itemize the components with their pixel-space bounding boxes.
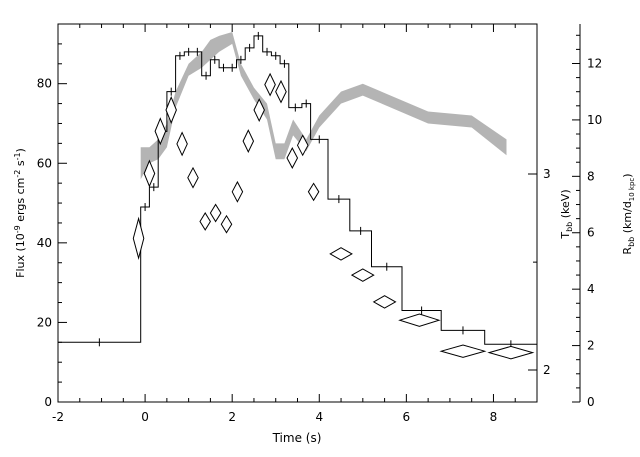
radius-point: [286, 147, 299, 169]
radius-point: [165, 95, 177, 125]
flux-tick-label: 60: [37, 156, 52, 170]
flux-axis: 0 20 40 60 80: [37, 43, 67, 409]
radius-point: [231, 180, 244, 203]
x-tick-label: 4: [315, 410, 323, 424]
x-tick-label: 6: [403, 410, 411, 424]
flux-tick-label: 40: [37, 236, 52, 250]
radius-point: [307, 182, 320, 202]
radius-point: [296, 134, 309, 157]
radius-point: [154, 117, 167, 146]
radius-tick-label: 0: [587, 395, 595, 409]
radius-point: [187, 166, 199, 189]
radius-tick-label: 8: [587, 169, 595, 183]
radius-point: [176, 131, 188, 157]
temperature-axis: 23: [528, 167, 551, 377]
x-axis-label: Time (s): [272, 431, 322, 445]
radius-point: [372, 295, 397, 309]
radius-axis-label: Rbb (km/d10 kpc): [621, 173, 636, 254]
x-axis: -2 0 2 4 6 8: [52, 24, 538, 424]
flux-series-layer: [58, 31, 537, 349]
radius-tick-label: 4: [587, 282, 595, 296]
x-tick-label: -2: [52, 410, 64, 424]
temperature-axis-label: Tbb (keV): [559, 189, 574, 239]
flux-tick-label: 80: [37, 77, 52, 91]
x-tick-label: 8: [490, 410, 498, 424]
radius-tick-label: 12: [587, 56, 602, 70]
radius-point: [220, 214, 233, 234]
radius-points-layer: [132, 72, 535, 360]
temperature-tick-label: 3: [543, 167, 551, 181]
x-tick-label: 0: [141, 410, 149, 424]
radius-point: [350, 268, 375, 282]
flux-series: [58, 35, 537, 345]
radius-point: [199, 212, 211, 231]
x-tick-label: 2: [228, 410, 236, 424]
radius-point: [132, 216, 145, 261]
temperature-band-layer: [140, 32, 507, 180]
radius-point: [439, 344, 487, 358]
radius-point: [275, 79, 287, 104]
flux-tick-label: 0: [44, 395, 52, 409]
radius-point: [264, 72, 276, 97]
radius-tick-label: 6: [587, 226, 595, 240]
temperature-band: [140, 32, 507, 180]
radius-point: [209, 203, 222, 223]
radius-tick-label: 2: [587, 339, 595, 353]
flux-axis-label: Flux (10-9 ergs cm-2 s-1): [13, 148, 27, 278]
radius-point: [253, 98, 265, 122]
radius-axis: 0 2 4 6 8 10 12: [572, 24, 602, 409]
radius-point: [143, 159, 156, 188]
radius-tick-label: 10: [587, 113, 602, 127]
radius-point: [242, 129, 255, 153]
temperature-tick-label: 2: [543, 363, 551, 377]
radius-point: [398, 313, 441, 327]
radius-point: [487, 345, 535, 360]
radius-point: [329, 247, 353, 261]
flux-tick-label: 20: [37, 315, 52, 329]
